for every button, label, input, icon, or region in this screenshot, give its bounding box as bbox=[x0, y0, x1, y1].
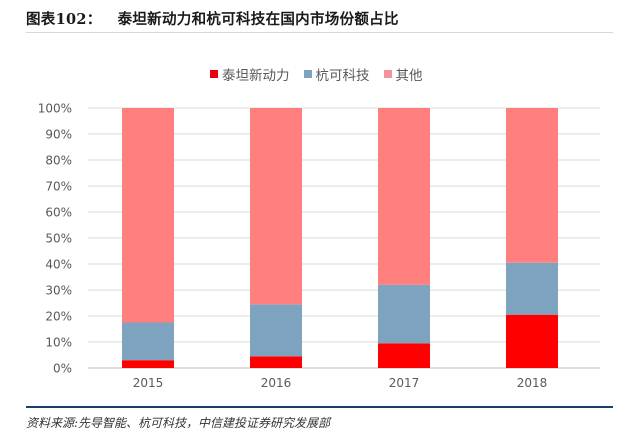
bars bbox=[122, 108, 558, 368]
bar-2018-series-0 bbox=[506, 314, 558, 368]
x-tick-label: 2015 bbox=[133, 376, 164, 390]
y-axis-ticks: 0% 10% 20% 30% 40% 50% 60% 70% 80% 90% 100% bbox=[38, 102, 72, 376]
y-tick-label: 30% bbox=[45, 284, 72, 298]
bar-2017-series-0 bbox=[378, 343, 430, 368]
legend-label-others: 其他 bbox=[395, 68, 423, 84]
y-tick-label: 100% bbox=[38, 102, 72, 116]
legend-swatch-others bbox=[383, 70, 392, 78]
bar-2015-series-1 bbox=[122, 322, 174, 361]
legend-item-others: 其他 bbox=[383, 64, 423, 84]
bar-2016-series-2 bbox=[250, 108, 302, 305]
chart-title: 图表102： 泰坦新动力和杭可科技在国内市场份额占比 bbox=[26, 8, 399, 29]
y-tick-label: 40% bbox=[45, 258, 72, 272]
bar-2018-series-1 bbox=[506, 262, 558, 315]
x-tick-label: 2016 bbox=[261, 376, 292, 390]
x-tick-label: 2018 bbox=[517, 376, 548, 390]
x-tick-label: 2017 bbox=[389, 376, 420, 390]
source-note: 资料来源:先导智能、杭可科技，中信建投证券研究发展部 bbox=[26, 416, 331, 430]
bar-2015-series-2 bbox=[122, 108, 174, 323]
legend-swatch-hangke bbox=[303, 70, 312, 78]
y-tick-label: 60% bbox=[45, 206, 72, 220]
figure-title: 泰坦新动力和杭可科技在国内市场份额占比 bbox=[117, 11, 399, 28]
bar-2017-series-1 bbox=[378, 284, 430, 344]
figure-label: 图表102： bbox=[26, 11, 102, 28]
legend: 泰坦新动力 杭可科技 其他 bbox=[210, 64, 437, 84]
bar-2017-series-2 bbox=[378, 108, 430, 285]
bar-2016-series-0 bbox=[250, 356, 302, 368]
footer-divider bbox=[26, 406, 613, 408]
bar-2015-series-0 bbox=[122, 360, 174, 368]
legend-swatch-titan bbox=[210, 70, 218, 78]
x-axis-ticks: 2015 2016 2017 2018 bbox=[133, 376, 548, 390]
title-divider bbox=[26, 32, 613, 33]
y-tick-label: 20% bbox=[45, 310, 72, 324]
y-tick-label: 0% bbox=[53, 362, 72, 376]
y-tick-label: 10% bbox=[45, 336, 72, 350]
y-tick-label: 90% bbox=[45, 128, 72, 142]
legend-label-titan: 泰坦新动力 bbox=[222, 68, 290, 84]
legend-label-hangke: 杭可科技 bbox=[315, 68, 370, 84]
y-tick-label: 80% bbox=[45, 154, 72, 168]
legend-item-hangke: 杭可科技 bbox=[303, 64, 370, 84]
y-tick-label: 50% bbox=[45, 232, 72, 246]
y-tick-label: 70% bbox=[45, 180, 72, 194]
bar-2018-series-2 bbox=[506, 108, 558, 263]
bar-2016-series-1 bbox=[250, 304, 302, 357]
legend-item-titan: 泰坦新动力 bbox=[210, 64, 290, 84]
